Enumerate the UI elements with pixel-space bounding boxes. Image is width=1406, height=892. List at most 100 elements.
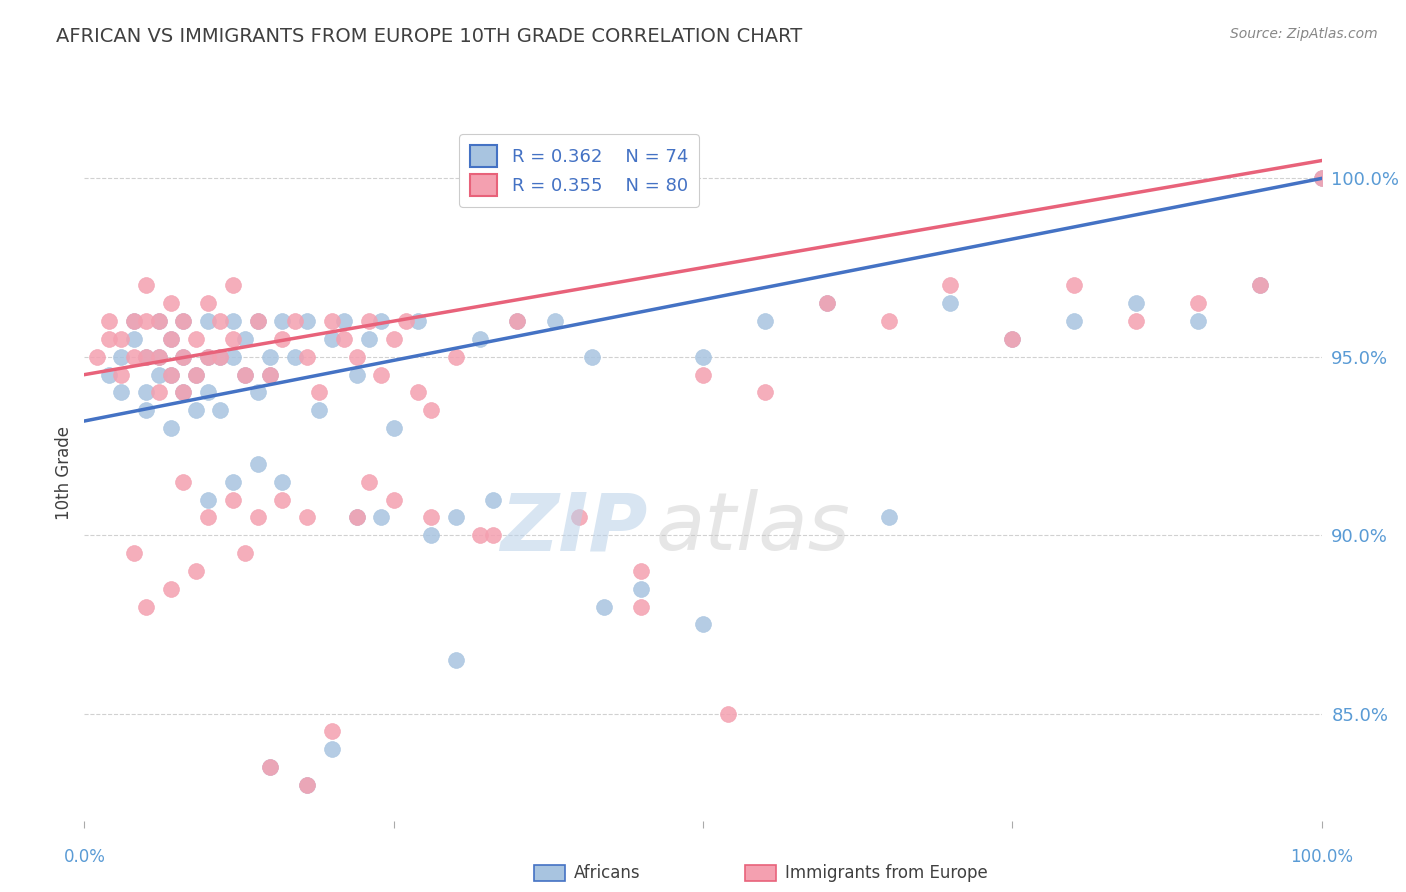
- Point: [481, 528, 503, 542]
- Point: [197, 492, 219, 507]
- Point: [172, 350, 194, 364]
- Point: [382, 492, 405, 507]
- Point: [160, 582, 183, 596]
- Point: [233, 546, 256, 560]
- Point: [1249, 278, 1271, 293]
- Point: [481, 492, 503, 507]
- Point: [308, 403, 330, 417]
- Point: [308, 385, 330, 400]
- Point: [172, 475, 194, 489]
- Point: [295, 510, 318, 524]
- Point: [246, 510, 269, 524]
- Point: [135, 350, 157, 364]
- Point: [122, 314, 145, 328]
- Point: [1187, 296, 1209, 310]
- Point: [630, 599, 652, 614]
- Point: [581, 350, 603, 364]
- Point: [135, 599, 157, 614]
- Point: [259, 368, 281, 382]
- Point: [419, 528, 441, 542]
- Point: [284, 314, 307, 328]
- Point: [815, 296, 838, 310]
- Point: [692, 350, 714, 364]
- Point: [222, 492, 245, 507]
- Point: [346, 350, 368, 364]
- Text: 100.0%: 100.0%: [1291, 848, 1353, 866]
- Point: [295, 350, 318, 364]
- Point: [160, 368, 183, 382]
- Legend: R = 0.362    N = 74, R = 0.355    N = 80: R = 0.362 N = 74, R = 0.355 N = 80: [460, 134, 699, 207]
- Point: [333, 332, 356, 346]
- Point: [271, 492, 294, 507]
- Point: [754, 385, 776, 400]
- Point: [122, 332, 145, 346]
- Point: [184, 368, 207, 382]
- Point: [148, 350, 170, 364]
- Point: [717, 706, 740, 721]
- Point: [86, 350, 108, 364]
- Point: [172, 350, 194, 364]
- Point: [222, 475, 245, 489]
- Point: [295, 778, 318, 792]
- Point: [135, 314, 157, 328]
- Point: [692, 617, 714, 632]
- Point: [160, 296, 183, 310]
- Point: [172, 314, 194, 328]
- Point: [346, 510, 368, 524]
- Point: [692, 368, 714, 382]
- Point: [122, 546, 145, 560]
- Point: [357, 475, 380, 489]
- Point: [444, 510, 467, 524]
- Point: [470, 332, 492, 346]
- Point: [271, 332, 294, 346]
- Point: [110, 385, 132, 400]
- Point: [754, 314, 776, 328]
- Point: [172, 385, 194, 400]
- Point: [1187, 314, 1209, 328]
- Point: [197, 350, 219, 364]
- Point: [110, 350, 132, 364]
- Point: [877, 510, 900, 524]
- Point: [209, 403, 232, 417]
- Text: atlas: atlas: [657, 490, 851, 567]
- Point: [321, 314, 343, 328]
- Point: [209, 350, 232, 364]
- Point: [357, 314, 380, 328]
- Point: [470, 528, 492, 542]
- Point: [246, 385, 269, 400]
- Point: [98, 368, 121, 382]
- Point: [321, 724, 343, 739]
- Point: [259, 350, 281, 364]
- Y-axis label: 10th Grade: 10th Grade: [55, 425, 73, 520]
- Text: Source: ZipAtlas.com: Source: ZipAtlas.com: [1230, 27, 1378, 41]
- Point: [1310, 171, 1333, 186]
- Point: [197, 385, 219, 400]
- Point: [135, 278, 157, 293]
- Point: [382, 332, 405, 346]
- Point: [346, 510, 368, 524]
- Point: [1249, 278, 1271, 293]
- Point: [246, 457, 269, 471]
- Point: [543, 314, 565, 328]
- Point: [135, 350, 157, 364]
- Point: [148, 350, 170, 364]
- Point: [122, 314, 145, 328]
- Point: [284, 350, 307, 364]
- Text: Immigrants from Europe: Immigrants from Europe: [785, 864, 987, 882]
- Point: [259, 760, 281, 774]
- Text: AFRICAN VS IMMIGRANTS FROM EUROPE 10TH GRADE CORRELATION CHART: AFRICAN VS IMMIGRANTS FROM EUROPE 10TH G…: [56, 27, 803, 45]
- Point: [1063, 278, 1085, 293]
- Point: [370, 368, 392, 382]
- Point: [184, 564, 207, 578]
- Point: [395, 314, 418, 328]
- Text: ZIP: ZIP: [501, 490, 647, 567]
- Point: [333, 314, 356, 328]
- Point: [382, 421, 405, 435]
- Point: [98, 314, 121, 328]
- Point: [630, 564, 652, 578]
- Point: [939, 296, 962, 310]
- Text: Africans: Africans: [574, 864, 640, 882]
- Point: [419, 510, 441, 524]
- Point: [271, 475, 294, 489]
- Point: [246, 314, 269, 328]
